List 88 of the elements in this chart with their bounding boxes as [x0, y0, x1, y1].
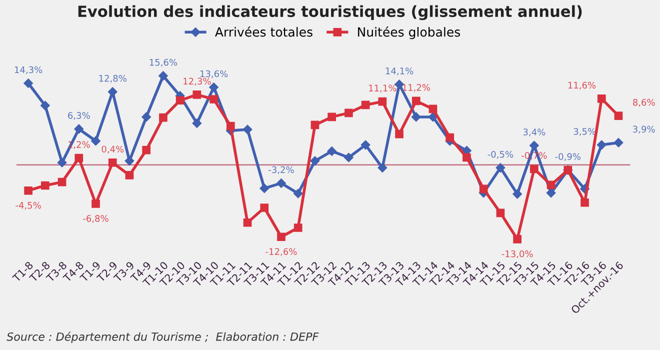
point [41, 181, 50, 190]
data-label: 11,6% [568, 82, 596, 90]
point [40, 100, 50, 110]
point [310, 120, 320, 130]
point [479, 184, 488, 194]
point [158, 71, 168, 80]
point [74, 154, 84, 162]
point [580, 198, 589, 207]
chart-title: Evolution des indicateurs touristiques (glissement annuel) [78, 5, 582, 20]
point [24, 186, 32, 195]
point [260, 204, 269, 212]
point [209, 82, 218, 92]
point [276, 178, 286, 188]
point [260, 184, 270, 193]
data-label: 11,2% [402, 84, 430, 92]
point [58, 178, 66, 186]
point [360, 140, 370, 150]
legend-label: Nuitées globales [358, 26, 460, 40]
point [344, 152, 354, 162]
point [378, 163, 388, 172]
data-label: -12,6% [266, 248, 297, 256]
data-label: 14,1% [386, 67, 414, 76]
data-label: 13,6% [200, 70, 228, 78]
point [496, 208, 505, 218]
point [412, 96, 420, 106]
data-label: 12,8% [99, 74, 126, 83]
point [597, 94, 606, 103]
data-label: -0,5% [488, 150, 514, 159]
point [142, 112, 151, 122]
point [124, 156, 134, 166]
point [614, 138, 624, 148]
data-label: 6,3% [68, 112, 90, 120]
data-label: -4,5% [16, 202, 41, 210]
point [92, 200, 100, 208]
point [361, 100, 370, 110]
point [192, 118, 202, 128]
point [74, 124, 84, 134]
point [378, 97, 387, 106]
point [91, 136, 100, 146]
data-label: -0,9% [555, 153, 581, 161]
point [597, 140, 606, 150]
point [159, 113, 168, 122]
data-label: 14,3% [14, 66, 42, 74]
point [530, 140, 539, 150]
point [496, 163, 506, 172]
point [512, 189, 522, 199]
point [226, 122, 235, 130]
data-label: 3,5% [574, 128, 596, 136]
point [210, 95, 218, 104]
point [176, 96, 184, 105]
source-note: Source : Département du Tourisme ; Elaboration : DEPF [6, 332, 319, 343]
legend-label: Arrivées totales [215, 26, 312, 37]
point [327, 146, 336, 156]
point [428, 104, 438, 114]
point [108, 87, 118, 96]
point [243, 218, 252, 227]
point [513, 235, 522, 244]
point [293, 188, 303, 198]
point [546, 188, 556, 198]
point [242, 124, 252, 134]
point [108, 158, 117, 167]
data-label: 3,9% [633, 126, 655, 134]
point [530, 164, 538, 174]
data-label: 0,4% [102, 146, 124, 154]
point [125, 171, 134, 180]
point [57, 158, 67, 168]
point [24, 78, 33, 88]
data-label: -3,2% [268, 166, 294, 174]
point [277, 232, 286, 242]
point [192, 90, 202, 99]
point [395, 130, 404, 138]
point [614, 112, 623, 120]
data-label: 11,1% [369, 84, 396, 92]
data-label: -6,8% [83, 215, 108, 223]
data-label: 3,4% [523, 128, 546, 136]
point [310, 156, 320, 166]
point [446, 133, 454, 142]
data-label: 12,3% [184, 78, 211, 86]
point [412, 112, 421, 122]
data-label: 8,6% [632, 98, 655, 107]
point [294, 224, 302, 232]
data-label: -13,0% [502, 250, 533, 258]
point [546, 180, 556, 190]
data-label: 15,6% [150, 58, 178, 67]
point [328, 112, 336, 122]
point [344, 108, 353, 118]
point [462, 153, 471, 162]
point [142, 146, 151, 154]
